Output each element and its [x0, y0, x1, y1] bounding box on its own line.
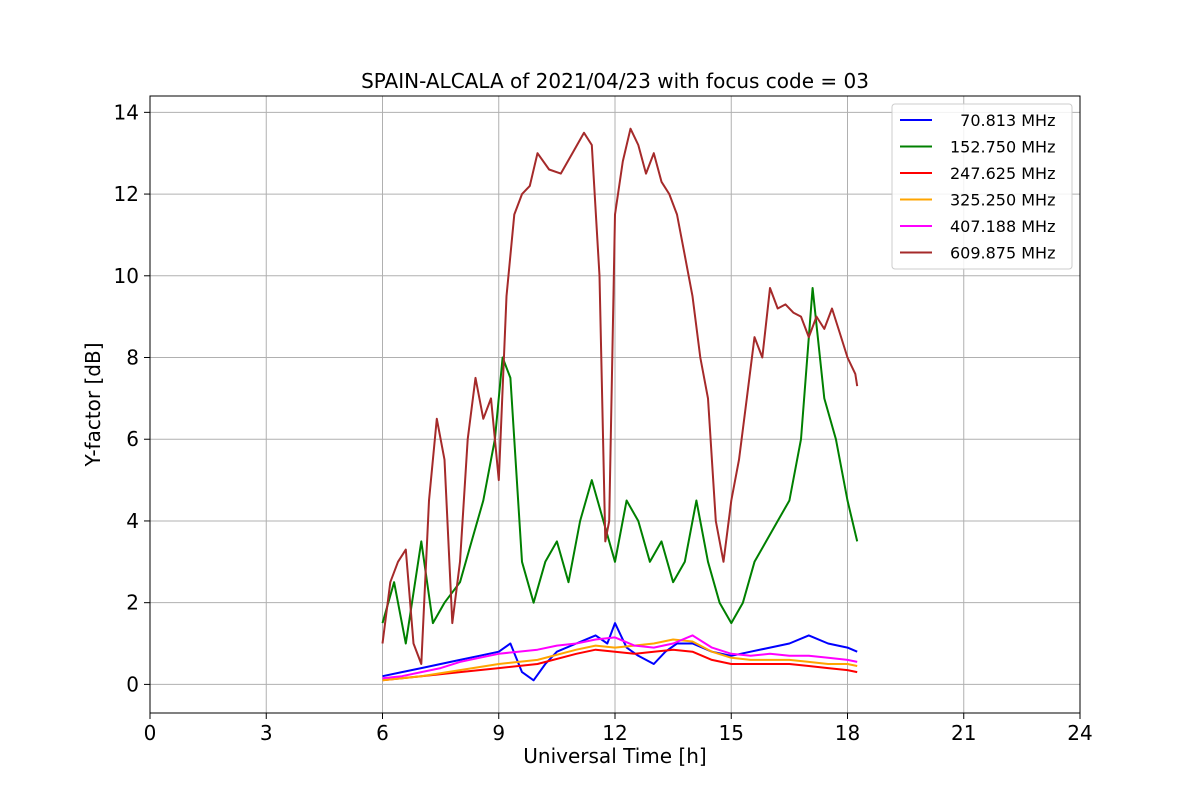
x-tick-label: 24	[1067, 721, 1092, 745]
series-line-2	[382, 648, 858, 682]
chart-title: SPAIN-ALCALA of 2021/04/23 with focus co…	[361, 69, 869, 93]
series-line-0	[382, 622, 858, 682]
x-tick-label: 0	[144, 721, 157, 745]
y-tick-label: 12	[114, 182, 139, 206]
x-axis-label: Universal Time [h]	[523, 744, 706, 768]
y-tick-label: 6	[126, 427, 139, 451]
legend-label: 70.813 MHz	[950, 111, 1055, 130]
x-tick-label: 21	[951, 721, 976, 745]
x-tick-label: 18	[835, 721, 860, 745]
x-tick-label: 12	[602, 721, 627, 745]
y-tick-label: 10	[114, 264, 139, 288]
series-line-3	[382, 638, 858, 682]
legend-label: 325.250 MHz	[950, 191, 1055, 210]
legend-label: 407.188 MHz	[950, 217, 1055, 236]
y-tick-label: 2	[126, 591, 139, 615]
legend-label: 609.875 MHz	[950, 244, 1055, 263]
x-tick-label: 3	[260, 721, 273, 745]
y-tick-label: 0	[126, 672, 139, 696]
series-line-5	[381, 127, 859, 665]
series-line-1	[381, 287, 859, 645]
legend-label: 152.750 MHz	[950, 138, 1055, 157]
x-tick-label: 9	[492, 721, 505, 745]
y-tick-label: 4	[126, 509, 139, 533]
x-tick-label: 15	[719, 721, 744, 745]
x-tick-label: 6	[376, 721, 389, 745]
series-line-4	[382, 634, 858, 680]
legend-box	[891, 103, 1073, 270]
series-layer	[381, 127, 859, 682]
legend: 70.813 MHz 152.750 MHz 247.625 MHz 325.250 …	[891, 103, 1073, 270]
y-tick-label: 14	[114, 100, 139, 124]
y-axis-label: Y-factor [dB]	[81, 342, 105, 467]
legend-label: 247.625 MHz	[950, 164, 1055, 183]
y-tick-label: 8	[126, 346, 139, 370]
